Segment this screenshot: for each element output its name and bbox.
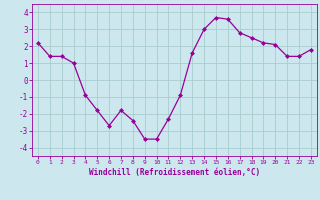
X-axis label: Windchill (Refroidissement éolien,°C): Windchill (Refroidissement éolien,°C) <box>89 168 260 177</box>
